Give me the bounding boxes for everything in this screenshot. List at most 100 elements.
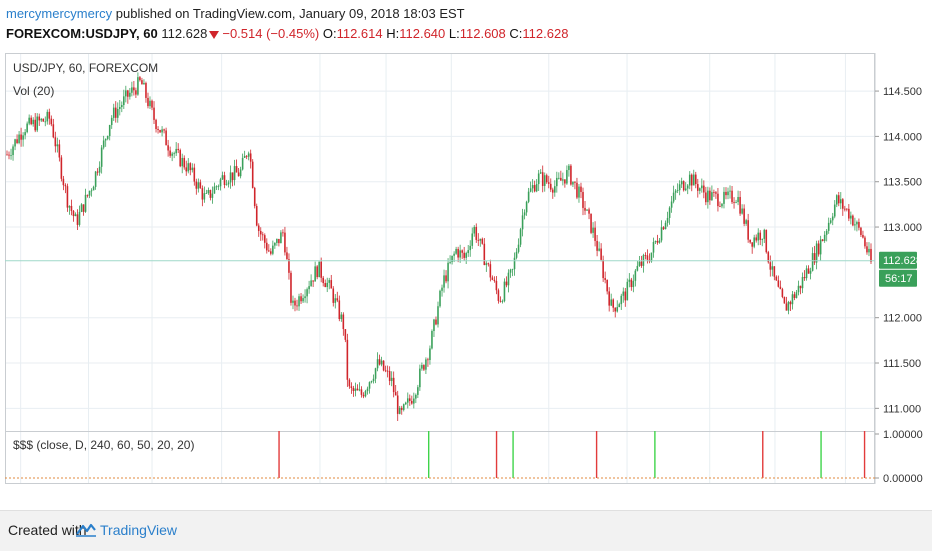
candle-body <box>725 191 727 196</box>
candle-body <box>837 195 840 204</box>
candle-body <box>280 232 282 244</box>
candle-body <box>610 299 612 306</box>
candle-body <box>501 301 504 302</box>
candle-body <box>699 188 701 191</box>
candle-body <box>82 204 85 212</box>
chart-canvas[interactable]: 114.500 114.000 113.500 113.000 112.000 111.5… <box>5 53 929 502</box>
created-with-text: Created with <box>8 522 87 538</box>
candle-body <box>765 229 768 253</box>
candle-body <box>825 230 828 235</box>
candle-body <box>92 186 95 191</box>
price-axis[interactable]: 114.500 114.000 113.500 113.000 112.000 111.5… <box>875 86 922 415</box>
candle-body <box>143 82 145 85</box>
candle-body <box>505 281 508 286</box>
candle-body <box>860 227 862 235</box>
candle-body <box>564 179 566 184</box>
price-tick-label: 111.000 <box>883 403 921 415</box>
chart-area[interactable]: 114.500 114.000 113.500 113.000 112.000 111.5… <box>5 53 929 502</box>
candle-body <box>159 129 161 133</box>
candle-body <box>145 82 147 98</box>
candle-body <box>42 118 45 122</box>
candle-body <box>620 295 623 305</box>
tradingview-brand-link[interactable]: TradingView <box>100 522 178 538</box>
candle-body <box>388 371 391 381</box>
candle-body <box>78 211 81 225</box>
candle-body <box>654 240 657 243</box>
candle-body <box>533 185 536 192</box>
author-link[interactable]: mercymercymercy <box>6 6 113 21</box>
candle-body <box>189 163 192 171</box>
candle-body <box>459 250 461 258</box>
candle-body <box>660 227 663 241</box>
candle-body <box>131 87 133 93</box>
candle-body <box>213 186 216 194</box>
candle-body <box>28 117 30 124</box>
candle-body <box>304 296 306 299</box>
candle-body <box>390 377 393 381</box>
candle-body <box>108 125 111 137</box>
candle-body <box>789 301 792 305</box>
candle-body <box>199 182 202 189</box>
candle-body <box>106 136 109 139</box>
candle-body <box>201 188 204 200</box>
candle-body <box>590 213 592 233</box>
candle-body <box>531 185 534 189</box>
candle-body <box>606 279 608 292</box>
candle-body <box>487 263 490 265</box>
tradingview-logo-icon[interactable] <box>76 521 96 537</box>
candle-body <box>239 169 242 177</box>
candle-body <box>243 155 246 158</box>
candle-body <box>340 314 343 320</box>
candle-body <box>783 296 786 304</box>
candle-body <box>844 208 846 210</box>
candle-body <box>664 222 667 230</box>
candle-body <box>839 199 842 204</box>
candle-body <box>473 226 476 234</box>
candle-body <box>147 97 149 107</box>
published-text: published on TradingView.com, January 09… <box>115 6 465 21</box>
candle-body <box>62 178 65 186</box>
candle-body <box>743 208 745 224</box>
candle-body <box>380 360 383 365</box>
candle-body <box>592 227 594 233</box>
candle-body <box>509 269 512 273</box>
candle-body <box>682 181 685 191</box>
candle-body <box>554 186 556 193</box>
candle-body <box>328 280 331 283</box>
candle-body <box>22 135 24 140</box>
candle-body <box>445 275 447 282</box>
candle-body <box>235 166 238 173</box>
candle-body <box>384 370 387 372</box>
candle-body <box>104 138 107 141</box>
candle-body <box>372 378 375 382</box>
high-value: 112.640 <box>399 26 446 41</box>
chart-grid <box>5 53 875 484</box>
candle-body <box>831 216 834 221</box>
countdown-badge-text: 56:17 <box>885 273 913 285</box>
candle-body <box>112 107 115 118</box>
close-value: 112.628 <box>522 26 569 41</box>
candle-body <box>586 209 588 211</box>
open-label: O: <box>322 26 337 41</box>
candle-body <box>457 248 459 258</box>
candle-body <box>110 117 113 126</box>
candle-body <box>370 381 373 383</box>
candle-body <box>308 286 310 290</box>
candle-body <box>74 214 77 217</box>
candle-body <box>276 238 278 243</box>
candle-body <box>253 187 256 207</box>
candle-body <box>153 107 155 120</box>
candle-body <box>282 232 284 234</box>
candle-body <box>799 285 802 289</box>
candle-body <box>185 167 188 172</box>
candle-body <box>539 172 542 174</box>
candle-body <box>421 365 423 369</box>
down-arrow-icon <box>209 30 220 39</box>
candle-body <box>842 199 844 209</box>
candle-body <box>777 280 780 287</box>
candle-body <box>827 222 830 231</box>
candle-body <box>155 119 157 129</box>
candle-body <box>513 257 516 270</box>
candle-body <box>493 279 496 281</box>
